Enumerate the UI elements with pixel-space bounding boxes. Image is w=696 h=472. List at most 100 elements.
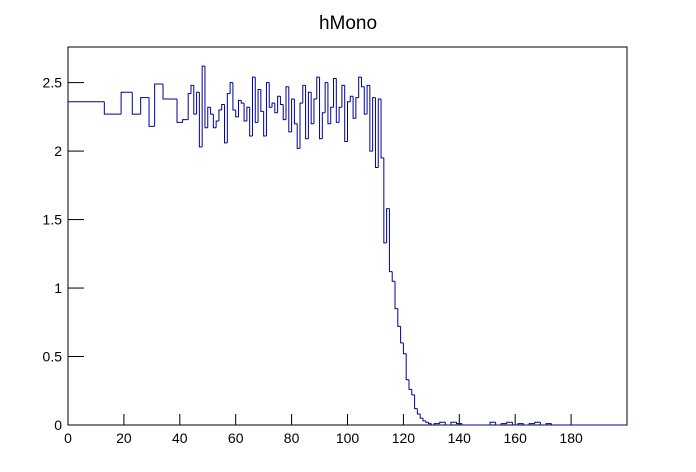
histogram-bin [391,271,396,282]
histogram-bin [422,418,426,422]
y-tick-label: 2 [54,143,62,159]
histogram-bin [394,281,398,310]
histogram-bin [313,98,317,124]
histogram-bin [246,106,250,121]
histogram-bin [307,91,312,139]
histogram-bin [229,82,233,94]
histogram-bin [279,96,284,106]
histogram-bin [224,104,228,144]
histogram-bin [433,423,440,425]
histogram-bin [327,82,331,125]
histogram-bin [265,82,270,137]
histogram-bin [293,99,298,125]
histogram-bin [500,423,507,425]
histogram-bin [534,421,541,424]
histogram-bin [397,308,401,327]
histogram-bin [260,89,264,112]
histogram-bin [319,77,323,140]
histogram-bin [321,112,326,139]
histogram-bin [419,414,423,419]
histogram-bin [302,84,306,104]
histogram-bin [120,91,133,115]
histogram-bin [274,103,278,114]
histogram-bin [349,95,354,102]
histogram-bin [545,423,552,425]
histogram-bin [277,95,281,113]
histogram-bin [428,422,432,425]
histogram-bin [388,208,393,273]
histogram-bin [154,83,164,127]
histogram-bin [237,99,242,117]
x-tick-label: 100 [336,430,360,446]
histogram-bin [243,103,247,122]
histogram-bin [310,92,314,125]
x-tick-label: 40 [172,430,188,446]
histogram-bin [461,423,468,426]
x-tick-label: 180 [559,430,583,446]
histogram-bin [254,77,259,123]
histogram-bin [316,76,320,100]
histogram-bin [341,84,345,108]
histogram-bin [380,99,384,159]
histogram-bin [291,98,295,132]
histogram-bin [411,389,415,396]
histogram-bin [204,66,208,129]
histogram-bin [408,379,412,390]
histogram-bin [489,421,496,425]
histogram-bin [405,353,409,381]
histogram-bin [528,423,535,425]
histogram-bin [335,78,340,123]
histogram-bin [226,93,231,143]
histogram-bin [425,420,429,423]
x-tick-label: 80 [284,430,300,446]
histogram-bin [402,342,407,355]
histogram-bin [374,97,379,169]
histogram-bin [444,422,451,426]
histogram-bin [271,102,275,108]
histogram-bin [358,76,362,98]
y-tick-label: 0.5 [43,349,63,365]
histogram-bin [416,408,421,415]
histogram-bin [187,93,191,120]
histogram-bin [377,98,382,168]
histogram-bin [212,114,217,129]
histogram-bin [517,423,524,425]
histogram-bin [352,96,356,119]
histogram-bin [344,85,348,142]
histogram-bin [296,123,300,149]
y-tick-label: 1.5 [43,212,63,228]
histogram-bin [456,422,463,425]
histogram-bin [288,86,292,133]
histogram-bin [285,86,289,120]
histogram-bin [176,99,183,123]
histogram-bin [363,86,368,115]
y-tick-label: 0 [54,417,62,433]
histogram-bin [369,85,373,152]
histogram-bin [551,423,558,426]
x-tick-label: 20 [116,430,132,446]
histogram-bin [215,120,219,128]
histogram-bin [235,110,239,118]
histogram-bin [103,101,122,115]
x-tick-label: 0 [64,430,72,446]
histogram-bin [523,423,530,426]
x-tick-label: 160 [504,430,528,446]
histogram-bin [414,394,418,410]
histogram-bin [210,107,214,115]
histogram-bin [539,422,546,426]
histogram-bin [324,82,328,113]
histogram-bin [360,77,365,88]
histogram-bin [282,104,287,121]
histogram-bin [148,97,155,127]
histogram-bin [450,421,457,425]
chart-title: hMono [319,13,377,34]
histogram-bin [439,421,446,424]
histogram-bin [218,109,222,121]
histogram-bin [162,83,172,100]
histogram-bin [430,423,435,426]
histogram-bin [201,65,205,147]
histogram-bin [263,111,267,137]
histogram-bin [511,422,518,426]
